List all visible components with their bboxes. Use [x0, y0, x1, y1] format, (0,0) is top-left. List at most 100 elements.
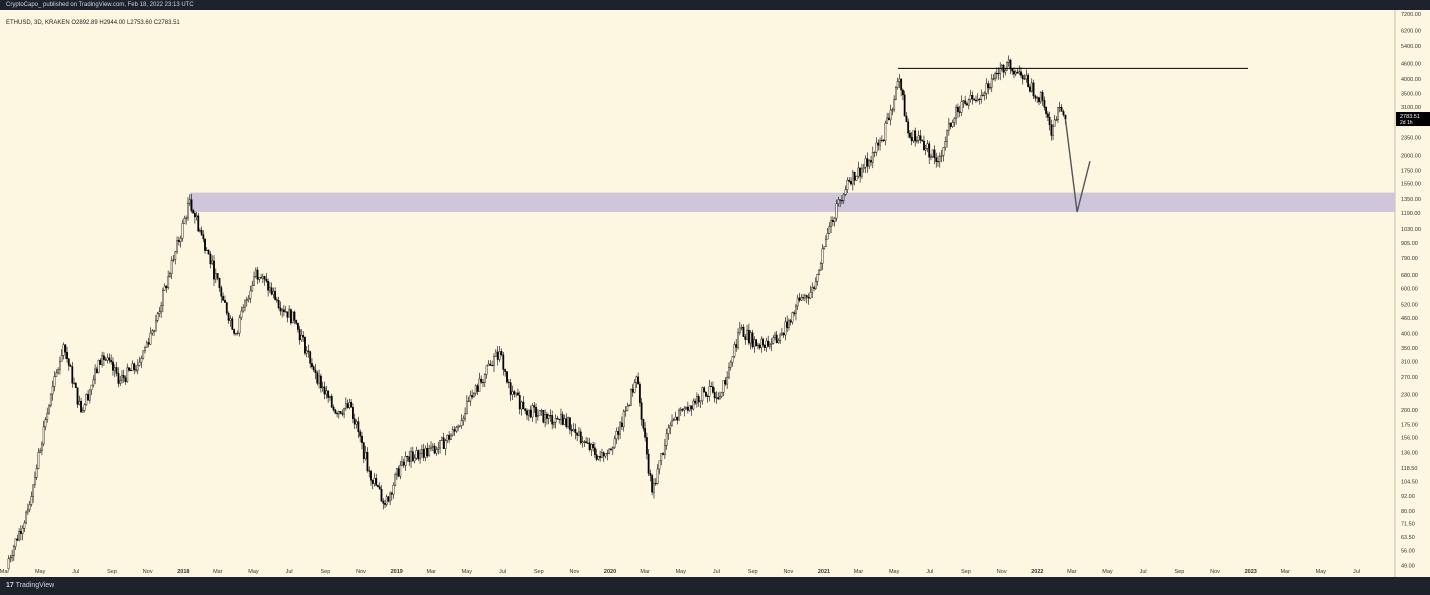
y-tick-label: 104.50	[1401, 480, 1418, 486]
candle-body	[685, 407, 687, 409]
candle-body	[209, 253, 212, 265]
candle-body	[80, 400, 82, 413]
candle-body	[446, 434, 449, 441]
candle-body	[167, 276, 170, 289]
candle-body	[978, 98, 981, 100]
candle-body	[115, 367, 118, 374]
candle-body	[546, 414, 548, 419]
candle-body	[419, 453, 421, 460]
candle-body	[300, 335, 303, 341]
candle-body	[1006, 62, 1008, 71]
candle-body	[402, 461, 405, 466]
candle-body	[117, 373, 120, 384]
candle-body	[592, 444, 595, 449]
candle-body	[547, 415, 550, 419]
candle-body	[260, 277, 262, 279]
candle-body	[373, 478, 376, 484]
candle-body	[341, 413, 344, 415]
candle-body	[804, 295, 806, 299]
candle-body	[1064, 114, 1067, 120]
candle-body	[121, 375, 123, 381]
candle-body	[135, 369, 137, 371]
candle-body	[779, 334, 782, 341]
candle-body	[352, 407, 354, 419]
candle-body	[302, 335, 305, 338]
candle-body	[314, 369, 317, 373]
candle-body	[380, 489, 383, 502]
candle-body	[207, 249, 210, 255]
candle-body	[853, 171, 856, 181]
candle-body	[880, 139, 883, 142]
x-tick-label: May	[676, 569, 687, 575]
candle-body	[179, 237, 182, 243]
candle-body	[649, 473, 652, 476]
candle-body	[638, 383, 641, 403]
candle-body	[450, 434, 452, 440]
candle-body	[644, 428, 647, 438]
candle-body	[921, 139, 924, 142]
candle-body	[563, 418, 566, 425]
candle-body	[51, 386, 54, 395]
candle-body	[305, 350, 308, 354]
candle-body	[106, 357, 109, 361]
candle-body	[818, 269, 821, 275]
candle-body	[681, 408, 684, 411]
candle-body	[244, 300, 246, 308]
candle-body	[791, 312, 794, 323]
candle-body	[85, 394, 88, 405]
candle-body	[188, 199, 191, 204]
candle-body	[809, 291, 812, 299]
candle-body	[295, 320, 298, 324]
candle-body	[355, 421, 358, 425]
x-tick-label: Sep	[534, 569, 544, 575]
candle-body	[679, 408, 682, 411]
candle-body	[694, 400, 697, 404]
candle-body	[995, 73, 998, 75]
candle-body	[958, 111, 961, 113]
tradingview-logo: 17	[6, 582, 14, 589]
candle-body	[216, 273, 219, 279]
candle-body	[69, 365, 72, 367]
x-tick-label: 2022	[1031, 569, 1043, 575]
candle-body	[572, 429, 575, 432]
candle-body	[882, 139, 885, 141]
candle-body	[831, 220, 834, 223]
candle-body	[147, 342, 150, 345]
candle-body	[593, 447, 596, 455]
candle-body	[726, 376, 729, 385]
last-price-tag	[1396, 112, 1430, 127]
candle-body	[755, 339, 758, 347]
x-tick-label: Mar	[1280, 569, 1290, 575]
candle-body	[669, 425, 672, 429]
candle-body	[254, 269, 257, 277]
candle-body	[253, 276, 255, 286]
candle-body	[422, 449, 425, 458]
candle-body	[195, 215, 198, 218]
candle-body	[676, 416, 679, 421]
candle-body	[444, 440, 447, 449]
candle-body	[76, 387, 79, 405]
candle-body	[924, 148, 927, 151]
x-tick-label: Jul	[72, 569, 79, 575]
candle-body	[500, 351, 503, 356]
price-chart[interactable]: ETHUSD, 3D, KRAKEN O2892.89 H2944.00 L27…	[0, 10, 1430, 577]
candle-body	[48, 405, 50, 414]
y-tick-label: 136.00	[1401, 451, 1418, 457]
candle-body	[249, 290, 252, 299]
candle-body	[160, 305, 163, 313]
candle-body	[663, 445, 666, 455]
candle-body	[140, 358, 143, 363]
chart-svg[interactable]: ETHUSD, 3D, KRAKEN O2892.89 H2944.00 L27…	[0, 10, 1430, 577]
x-tick-label: Nov	[783, 569, 793, 575]
candle-body	[631, 389, 634, 393]
candle-body	[942, 147, 945, 156]
price-axis[interactable]	[1395, 10, 1430, 577]
candle-body	[828, 226, 831, 234]
candle-body	[424, 447, 427, 458]
candle-body	[282, 309, 285, 312]
candle-body	[390, 492, 393, 495]
y-tick-label: 905.00	[1401, 241, 1418, 247]
candle-body	[104, 359, 107, 361]
candle-body	[879, 140, 881, 146]
candle-body	[395, 468, 398, 475]
